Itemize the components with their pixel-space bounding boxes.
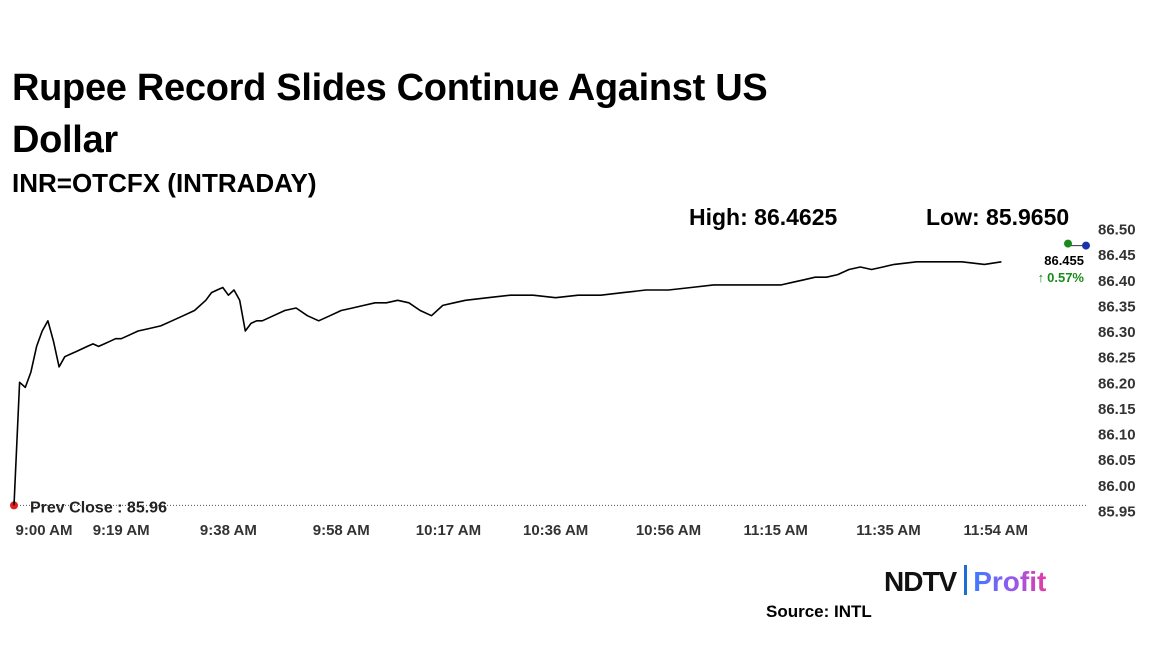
ndtv-profit-logo: NDTV Profit: [884, 564, 1046, 600]
y-axis: 86.50 86.45 86.40 86.35 86.30 86.25 86.20 86.15…: [1098, 222, 1136, 521]
y-tick-label: 86.35: [1098, 298, 1136, 315]
low-marker-dot: [1082, 241, 1090, 250]
y-tick-label: 86.40: [1098, 273, 1136, 290]
logo-divider: [964, 565, 968, 595]
change-percent-label: ↑ 0.57%: [1038, 270, 1085, 285]
y-tick-label: 86.20: [1098, 375, 1136, 392]
source-label: Source: INTL: [766, 602, 872, 621]
last-value-label: 86.455: [1044, 253, 1084, 268]
x-tick-label: 9:38 AM: [200, 522, 257, 539]
x-tick-label: 10:56 AM: [636, 522, 701, 539]
x-axis: 9:00 AM 9:19 AM 9:38 AM 9:58 AM 10:17 AM 10:3…: [16, 522, 1028, 539]
high-marker-dot: [1064, 239, 1072, 248]
y-tick-label: 86.10: [1098, 427, 1136, 444]
price-series-line: [13, 261, 1002, 506]
y-tick-label: 86.25: [1098, 350, 1136, 367]
y-tick-label: 86.05: [1098, 452, 1136, 469]
x-tick-label: 11:35 AM: [856, 522, 920, 539]
y-tick-label: 86.30: [1098, 324, 1136, 341]
logo-ndtv-text: NDTV: [884, 566, 957, 597]
logo-profit-text: Profit: [973, 566, 1047, 597]
x-tick-label: 9:58 AM: [313, 522, 370, 539]
x-tick-label: 9:19 AM: [93, 522, 150, 539]
x-tick-label: 9:00 AM: [16, 522, 73, 539]
high-value-label: High: 86.4625: [689, 204, 838, 230]
y-tick-label: 85.95: [1098, 504, 1136, 521]
chart-subtitle: INR=OTCFX (INTRADAY): [12, 168, 317, 198]
up-arrow-icon: ↑: [1038, 270, 1045, 285]
prev-close-label: Prev Close : 85.96: [30, 499, 167, 516]
x-tick-label: 10:17 AM: [416, 522, 481, 539]
y-tick-label: 86.45: [1098, 247, 1136, 264]
y-tick-label: 86.15: [1098, 401, 1136, 418]
change-percent-value: 0.57%: [1047, 270, 1084, 285]
chart-title: Rupee Record Slides Continue Against US …: [12, 67, 768, 161]
y-tick-label: 86.00: [1098, 478, 1136, 495]
x-tick-label: 10:36 AM: [523, 522, 588, 539]
x-tick-label: 11:54 AM: [963, 522, 1027, 539]
y-tick-label: 86.50: [1098, 222, 1136, 239]
x-tick-label: 11:15 AM: [743, 522, 807, 539]
low-value-label: Low: 85.9650: [926, 204, 1070, 230]
